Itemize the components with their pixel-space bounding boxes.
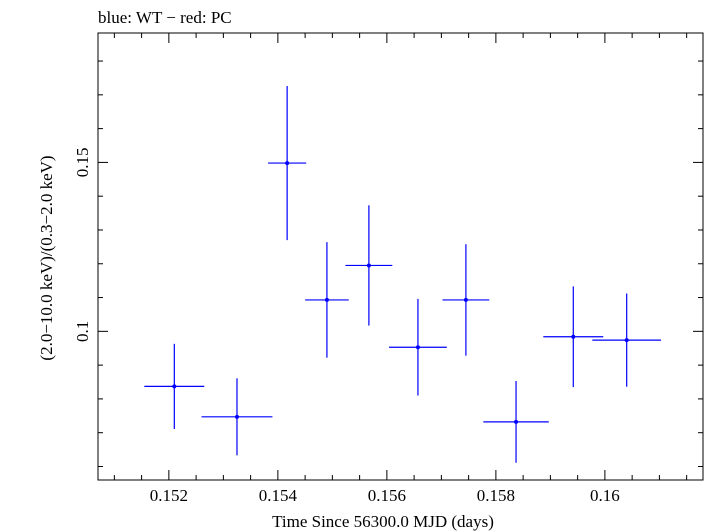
point-marker [514, 419, 519, 424]
data-point [345, 205, 393, 326]
axis-ticks [98, 33, 703, 480]
y-axis-label: (2.0−10.0 keV)/(0.3−2.0 keV) [37, 155, 56, 360]
point-marker [366, 263, 371, 268]
data-point [543, 286, 604, 388]
point-marker [324, 297, 329, 302]
data-point [144, 343, 205, 429]
y-tick-label: 0.1 [73, 321, 92, 342]
data-series [144, 86, 662, 463]
point-marker [172, 384, 177, 389]
data-point [201, 378, 273, 456]
x-tick-label: 0.16 [590, 486, 620, 505]
x-axis-label: Time Since 56300.0 MJD (days) [272, 512, 494, 531]
y-tick-label: 0.15 [73, 148, 92, 178]
x-tick-label: 0.154 [259, 486, 298, 505]
plot-frame [97, 32, 704, 481]
x-tick-label: 0.156 [368, 486, 406, 505]
data-point [442, 244, 490, 356]
x-tick-label: 0.158 [477, 486, 515, 505]
data-point [483, 381, 549, 463]
x-tick-label: 0.152 [150, 486, 188, 505]
y-tick-labels: 0.1 0.15 [73, 148, 92, 342]
point-marker [415, 345, 420, 350]
data-point [305, 242, 349, 358]
point-marker [624, 338, 629, 343]
data-point [389, 298, 447, 396]
data-point [592, 293, 662, 387]
point-marker [285, 161, 290, 166]
chart-title: blue: WT − red: PC [98, 8, 232, 27]
point-marker [463, 297, 468, 302]
x-tick-labels: 0.152 0.154 0.156 0.158 0.16 [150, 486, 620, 505]
point-marker [571, 334, 576, 339]
data-point [268, 86, 307, 241]
point-marker [234, 414, 239, 419]
